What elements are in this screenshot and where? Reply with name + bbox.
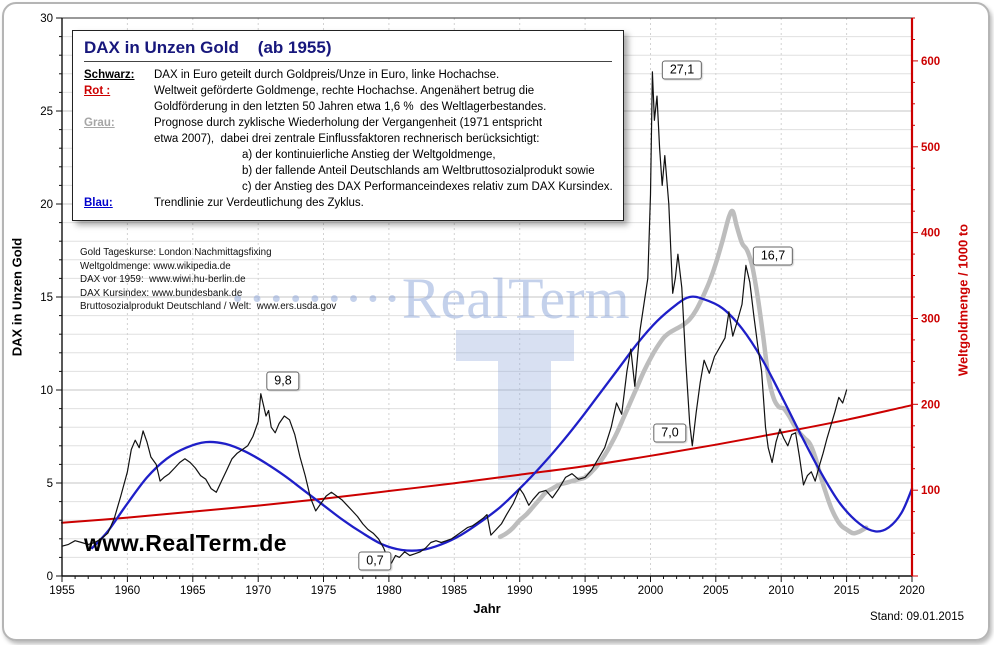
- svg-text:500: 500: [921, 142, 940, 154]
- legend-label-rot: Rot :: [84, 85, 111, 97]
- svg-text:1980: 1980: [376, 585, 402, 597]
- svg-text:2015: 2015: [834, 585, 860, 597]
- source-line: Weltgoldmenge: www.wikipedia.de: [80, 260, 231, 272]
- source-line: DAX Kursindex: www.bundesbank.de: [80, 287, 243, 299]
- svg-text:15: 15: [40, 292, 53, 304]
- svg-text:400: 400: [921, 228, 940, 240]
- sources-list: Gold Tageskurse: London Nachmittagsfixin…: [80, 246, 336, 314]
- y-axis-title-left: DAX in Unzen Gold: [9, 237, 25, 357]
- legend-entry-grau-c: c) der Anstieg des DAX Performanceindexe…: [84, 179, 613, 195]
- legend-label-schwarz: Schwarz:: [84, 69, 135, 81]
- svg-text:600: 600: [921, 56, 940, 68]
- svg-text:2000: 2000: [638, 585, 664, 597]
- legend-label-grau: Grau:: [84, 117, 115, 129]
- svg-text:2020: 2020: [899, 585, 925, 597]
- svg-text:1995: 1995: [572, 585, 598, 597]
- svg-text:5: 5: [47, 478, 53, 490]
- svg-text:1990: 1990: [507, 585, 533, 597]
- legend-text: Prognose durch zyklische Wiederholung de…: [154, 117, 543, 129]
- svg-text:1965: 1965: [180, 585, 206, 597]
- legend-entry-schwarz: Schwarz: DAX in Euro geteilt durch Goldpr…: [84, 67, 612, 83]
- legend-label-blau: Blau:: [84, 197, 113, 209]
- legend-text: Weltweit geförderte Goldmenge, rechte Ho…: [154, 85, 535, 97]
- stand-date: Stand: 09.01.2015: [870, 611, 964, 623]
- svg-text:1955: 1955: [49, 585, 75, 597]
- legend-entry-grau-cont: etwa 2007), dabei drei zentrale Einfluss…: [84, 131, 612, 147]
- svg-text:30: 30: [40, 13, 53, 25]
- realterm-url: www.RealTerm.de: [84, 530, 288, 556]
- source-line: Gold Tageskurse: London Nachmittagsfixin…: [80, 247, 272, 258]
- legend-entry-grau-a: a) der kontinuierliche Anstieg der Weltg…: [84, 147, 612, 163]
- svg-text:200: 200: [921, 399, 940, 411]
- svg-text:1975: 1975: [311, 585, 337, 597]
- legend-text: etwa 2007), dabei drei zentrale Einfluss…: [154, 133, 540, 145]
- legend-text: a) der kontinuierliche Anstieg der Weltg…: [242, 149, 496, 161]
- legend-text: c) der Anstieg des DAX Performanceindexe…: [242, 181, 613, 193]
- legend-text: DAX in Euro geteilt durch Goldpreis/Unze…: [154, 69, 500, 81]
- legend-text: b) der fallende Anteil Deutschlands am W…: [242, 165, 595, 177]
- svg-text:0: 0: [47, 571, 53, 583]
- svg-text:1970: 1970: [245, 585, 271, 597]
- legend-box: DAX in Unzen Gold (ab 1955) Schwarz: DAX …: [72, 30, 624, 221]
- svg-text:2010: 2010: [768, 585, 794, 597]
- svg-text:20: 20: [40, 199, 53, 211]
- svg-text:300: 300: [921, 314, 940, 326]
- source-line: DAX vor 1959: www.wiwi.hu-berlin.de: [80, 274, 246, 285]
- legend-entry-grau: Grau: Prognose durch zyklische Wiederholu…: [84, 115, 612, 131]
- watermark-text: ·········RealTerm: [228, 266, 630, 331]
- legend-entry-blau: Blau: Trendlinie zur Verdeutlichung des Z…: [84, 195, 612, 211]
- svg-text:10: 10: [40, 385, 53, 397]
- legend-entry-rot-cont: Goldförderung in den letzten 50 Jahren e…: [84, 99, 612, 115]
- svg-text:1960: 1960: [115, 585, 141, 597]
- svg-text:25: 25: [40, 106, 53, 118]
- y-axis-title-right: Weltgoldmenge / 1000 to: [955, 223, 971, 377]
- legend-text: Trendlinie zur Verdeutlichung des Zyklus…: [154, 197, 364, 209]
- x-axis-title: Jahr: [473, 601, 501, 616]
- svg-text:1985: 1985: [442, 585, 468, 597]
- watermark-t-logo: [456, 330, 574, 480]
- svg-text:2005: 2005: [703, 585, 729, 597]
- svg-text:100: 100: [921, 485, 940, 497]
- legend-entry-grau-b: b) der fallende Anteil Deutschlands am W…: [84, 163, 612, 179]
- legend-entry-rot: Rot : Weltweit geförderte Goldmenge, rech…: [84, 83, 612, 99]
- chart-title: DAX in Unzen Gold (ab 1955): [84, 38, 612, 62]
- legend-text: Goldförderung in den letzten 50 Jahren e…: [154, 101, 547, 113]
- source-line: Bruttosozialprodukt Deutschland / Welt: …: [80, 301, 337, 312]
